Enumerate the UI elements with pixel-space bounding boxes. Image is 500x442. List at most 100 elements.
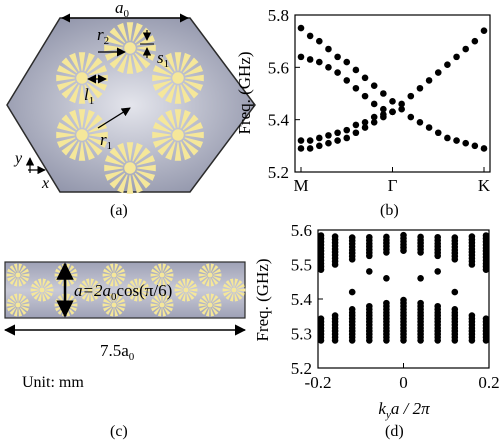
d-edge-point: [383, 275, 390, 282]
b-data-point: [480, 145, 488, 152]
d-data-point: [451, 234, 459, 241]
width-label: 7.5a0: [100, 341, 135, 363]
resonator-5: [56, 109, 108, 161]
b-data-point: [407, 113, 415, 121]
height-label: a=2a0cos(π/6): [74, 281, 172, 303]
b-data-point: [380, 105, 387, 113]
d-data-point: [482, 315, 490, 322]
strip-resonator-1: [6, 263, 30, 287]
d-data-point: [348, 306, 356, 313]
s1-label: s1: [157, 48, 169, 70]
b-data-point: [334, 69, 341, 76]
b-data-point: [343, 77, 351, 84]
d-data-point: [317, 315, 325, 322]
b-data-point: [361, 118, 369, 126]
b-data-point: [316, 37, 323, 45]
b-data-point: [343, 134, 351, 142]
b-data-point: [398, 100, 405, 108]
b-data-point: [370, 118, 378, 126]
unit-label: Unit: mm: [22, 374, 84, 391]
d-data-point: [348, 234, 356, 241]
strip-supercell: [4, 261, 246, 319]
chart-b-ylabel: Freq. (GHz): [235, 51, 254, 134]
panel-b: 5.2 5.4 5.6 5.8 M Γ K Freq. (GHz) (b): [235, 6, 491, 219]
b-data-point: [416, 84, 424, 92]
strip-resonator-9: [126, 278, 150, 302]
d-edge-point: [348, 288, 356, 296]
panel-label-b: (b): [380, 202, 399, 219]
strip-resonator-15: [222, 278, 246, 302]
b-data-point: [398, 105, 405, 113]
b-data-point: [389, 108, 396, 116]
d-edge-point: [366, 268, 373, 275]
b-data-point: [316, 58, 323, 66]
d-data-point: [317, 232, 325, 239]
d-data-point: [366, 233, 373, 241]
b-xtick-label: K: [478, 176, 491, 195]
b-data-point: [444, 134, 451, 142]
d-xtick-label: 0: [399, 373, 408, 392]
l1-label: l1: [84, 85, 94, 107]
b-data-point: [434, 129, 442, 137]
d-data-point: [434, 302, 442, 310]
b-data-point: [334, 53, 341, 61]
strip-resonator-8: [102, 293, 126, 317]
b-data-point: [352, 84, 360, 92]
b-ytick-label: 5.6: [268, 58, 289, 77]
b-data-point: [352, 66, 360, 74]
strip-resonator-11: [150, 293, 174, 317]
unit-cell-resonators: [56, 22, 204, 194]
b-ytick-label: 5.2: [268, 163, 289, 182]
b-data-point: [480, 27, 488, 34]
b-data-point: [389, 98, 396, 105]
b-data-point: [361, 92, 369, 100]
b-data-point: [352, 129, 360, 137]
b-data-point: [453, 53, 460, 61]
d-data-point: [331, 312, 339, 319]
b-xtick-label: Γ: [388, 176, 398, 195]
b-data-point: [306, 145, 314, 152]
strip-resonator-13: [198, 263, 222, 287]
resonator-1: [104, 22, 156, 74]
b-ytick-label: 5.8: [268, 6, 289, 25]
b-data-point: [471, 142, 479, 150]
b-data-point: [453, 137, 460, 144]
resonator-6: [56, 52, 108, 104]
chart-d-ticks: 5.2 5.3 5.4 5.5 5.6 -0.2 0 0.2: [291, 221, 500, 392]
b-data-point: [325, 139, 332, 147]
b-data-point: [425, 124, 433, 131]
b-data-point: [306, 137, 314, 144]
b-data-point: [334, 137, 341, 144]
d-edge-point: [434, 268, 442, 275]
resonator-4: [104, 142, 156, 194]
strip-resonator-3: [30, 278, 54, 302]
r1-label: r1: [100, 130, 112, 152]
d-data-point: [383, 233, 390, 241]
panel-label-a: (a): [110, 202, 128, 219]
b-data-point: [361, 74, 369, 82]
panel-d: 5.2 5.3 5.4 5.5 5.6 -0.2 0 0.2 Freq. (GHz) kya …: [253, 221, 500, 440]
b-data-point: [425, 77, 433, 84]
chart-b-ticks: 5.2 5.4 5.6 5.8 M Γ K: [268, 6, 491, 195]
axis-y-label: y: [13, 150, 23, 167]
d-data-point: [400, 296, 407, 304]
d-data-point: [331, 233, 339, 240]
d-ytick-label: 5.3: [291, 325, 312, 344]
resonator-3: [152, 109, 204, 161]
d-xtick-label: 0.2: [478, 373, 499, 392]
b-data-point: [325, 132, 332, 139]
b-data-point: [343, 126, 351, 134]
b-data-point: [434, 69, 442, 76]
chart-d-points: [317, 231, 490, 344]
chart-b-frame: [294, 14, 491, 173]
b-data-point: [352, 121, 360, 129]
b-data-point: [380, 90, 387, 97]
b-data-point: [306, 32, 314, 40]
panel-a: a0 r2 s1 l1 r1 y x (a): [6, 0, 256, 219]
resonator-2: [152, 52, 204, 104]
strip-resonator-10: [150, 263, 174, 287]
d-data-point: [434, 233, 442, 241]
b-data-point: [297, 24, 305, 32]
panel-c: a=2a0cos(π/6) 7.5a0 Unit: mm (c): [3, 261, 247, 440]
d-edge-point: [417, 275, 424, 282]
